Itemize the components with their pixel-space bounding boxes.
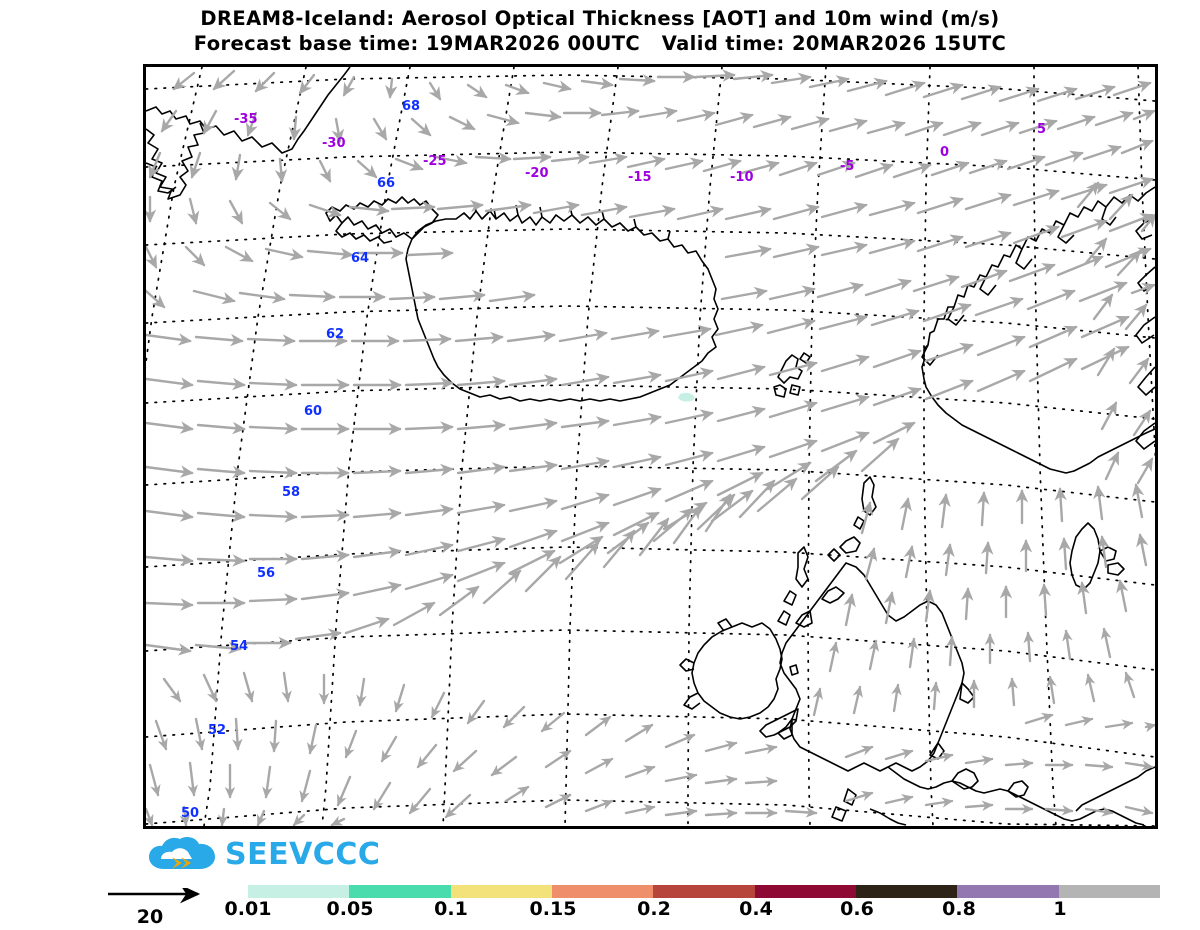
lat-label-58: 58 — [282, 485, 301, 500]
wind-reference-arrow-icon — [108, 884, 201, 904]
lon-label--5: -5 — [840, 159, 855, 174]
cloud-icon-svg — [149, 836, 215, 869]
title-line-2: Forecast base time: 19MAR2026 00UTC Vali… — [193, 32, 1007, 55]
colorbar-tick-2: 0.1 — [434, 898, 468, 920]
wind-reference-vector: 20 — [106, 884, 218, 928]
title-block: DREAM8-Iceland: Aerosol Optical Thicknes… — [0, 6, 1200, 56]
logo-text: SEEVCCC — [225, 837, 381, 872]
coastlines — [146, 67, 1155, 826]
colorbar-segment-8 — [1058, 885, 1160, 898]
lat-label-56: 56 — [257, 566, 276, 581]
colorbar — [248, 885, 1160, 898]
colorbar-segment-1 — [349, 885, 451, 898]
colorbar-segment-6 — [855, 885, 958, 898]
colorbar-tick-1: 0.05 — [326, 898, 374, 920]
lon-label--30: -30 — [322, 136, 346, 151]
lon-label--10: -10 — [730, 170, 754, 185]
colorbar-segment-3 — [551, 885, 654, 898]
colorbar-segment-0 — [248, 885, 350, 898]
seevccc-logo: SEEVCCC — [148, 834, 380, 876]
lon-label--35: -35 — [234, 112, 258, 127]
cloud-icon — [148, 835, 216, 875]
lat-label-62: 62 — [326, 327, 345, 342]
colorbar-segment-7 — [957, 885, 1059, 898]
colorbar-tick-7: 0.8 — [942, 898, 976, 920]
lat-label-52: 52 — [208, 723, 227, 738]
colorbar-tick-8: 1 — [1053, 898, 1067, 920]
map-canvas — [146, 67, 1155, 826]
lon-label-0: 0 — [940, 145, 950, 160]
lon-label--25: -25 — [423, 154, 447, 169]
lon-label-5: 5 — [1037, 122, 1047, 137]
colorbar-segment-5 — [754, 885, 856, 898]
lat-label-54: 54 — [230, 639, 249, 654]
title-line-1: DREAM8-Iceland: Aerosol Optical Thicknes… — [200, 7, 1000, 30]
colorbar-tick-labels: 0.01 0.05 0.1 0.15 0.2 0.4 0.6 0.8 1 — [170, 899, 1200, 925]
lat-label-60: 60 — [304, 404, 323, 419]
aot-shading — [678, 392, 695, 402]
graticule-parallels — [146, 74, 1155, 826]
lon-label--20: -20 — [525, 166, 549, 181]
colorbar-tick-0: 0.01 — [224, 898, 272, 920]
lat-label-64: 64 — [351, 251, 370, 266]
lat-label-68: 68 — [402, 99, 421, 114]
lat-label-50: 50 — [181, 806, 200, 821]
wind-vectors — [146, 69, 1155, 826]
map-frame: -35 -30 -25 -20 -15 -10 -5 0 5 68 66 64 … — [143, 64, 1158, 829]
colorbar-segment-4 — [653, 885, 755, 898]
colorbar-tick-3: 0.15 — [529, 898, 577, 920]
colorbar-segment-2 — [450, 885, 552, 898]
lon-label--15: -15 — [628, 170, 652, 185]
lat-label-66: 66 — [377, 176, 396, 191]
wind-reference-label: 20 — [136, 906, 164, 928]
colorbar-tick-4: 0.2 — [637, 898, 671, 920]
colorbar-tick-5: 0.4 — [739, 898, 773, 920]
colorbar-tick-6: 0.6 — [840, 898, 874, 920]
